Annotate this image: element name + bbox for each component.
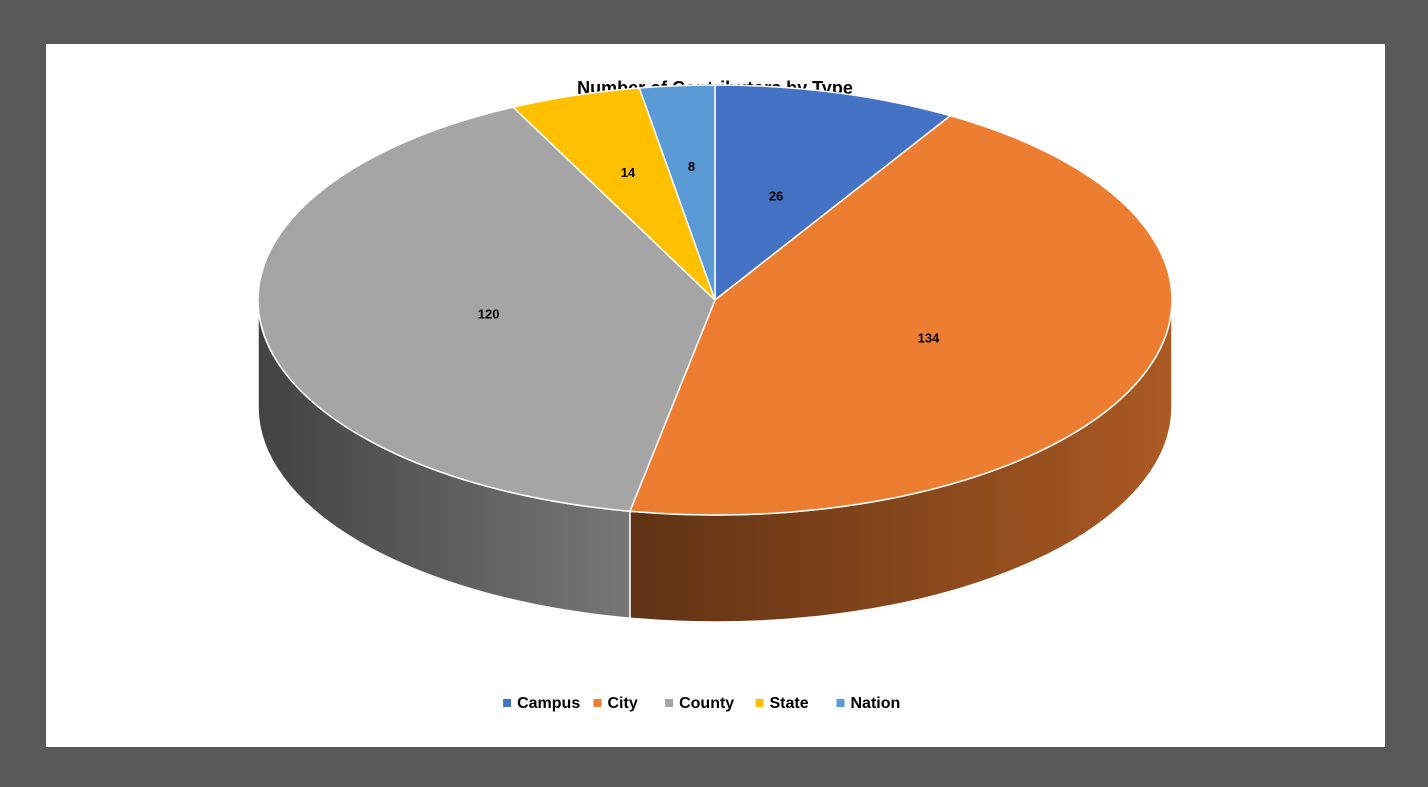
legend-label-nation: Nation [851,695,901,712]
legend-swatch-campus [503,699,512,707]
data-label-state: 14 [621,165,636,180]
data-label-city: 134 [918,330,940,345]
legend-label-county: County [679,695,734,712]
data-label-campus: 26 [769,188,783,203]
slice-nation [638,84,716,301]
legend-item-state: State [755,695,809,712]
slice-campus [714,84,952,301]
pie-tops [257,84,1173,516]
legend-label-campus: Campus [517,695,580,712]
legend-swatch-county [665,699,674,707]
legend-swatch-city [593,699,602,707]
legend-item-campus: Campus [503,695,580,712]
legend-item-county: County [665,695,734,712]
legend-swatch-state [755,699,764,707]
pie-chart: Number of Contributors by Type 261341201… [257,78,1173,712]
legend-swatch-nation [836,699,845,707]
chart-area: Number of Contributors by Type 261341201… [46,44,1385,747]
legend-label-state: State [770,695,809,712]
legend-item-nation: Nation [836,695,901,712]
legend-item-city: City [593,695,638,712]
legend-label-city: City [608,695,638,712]
data-label-county: 120 [478,306,500,321]
data-label-nation: 8 [688,159,695,174]
slice-city [629,114,1173,516]
slice-county [257,106,716,512]
pie-data-labels: 26 134 120 14 8 [478,159,940,345]
legend: Campus City County State Nation [503,695,900,712]
